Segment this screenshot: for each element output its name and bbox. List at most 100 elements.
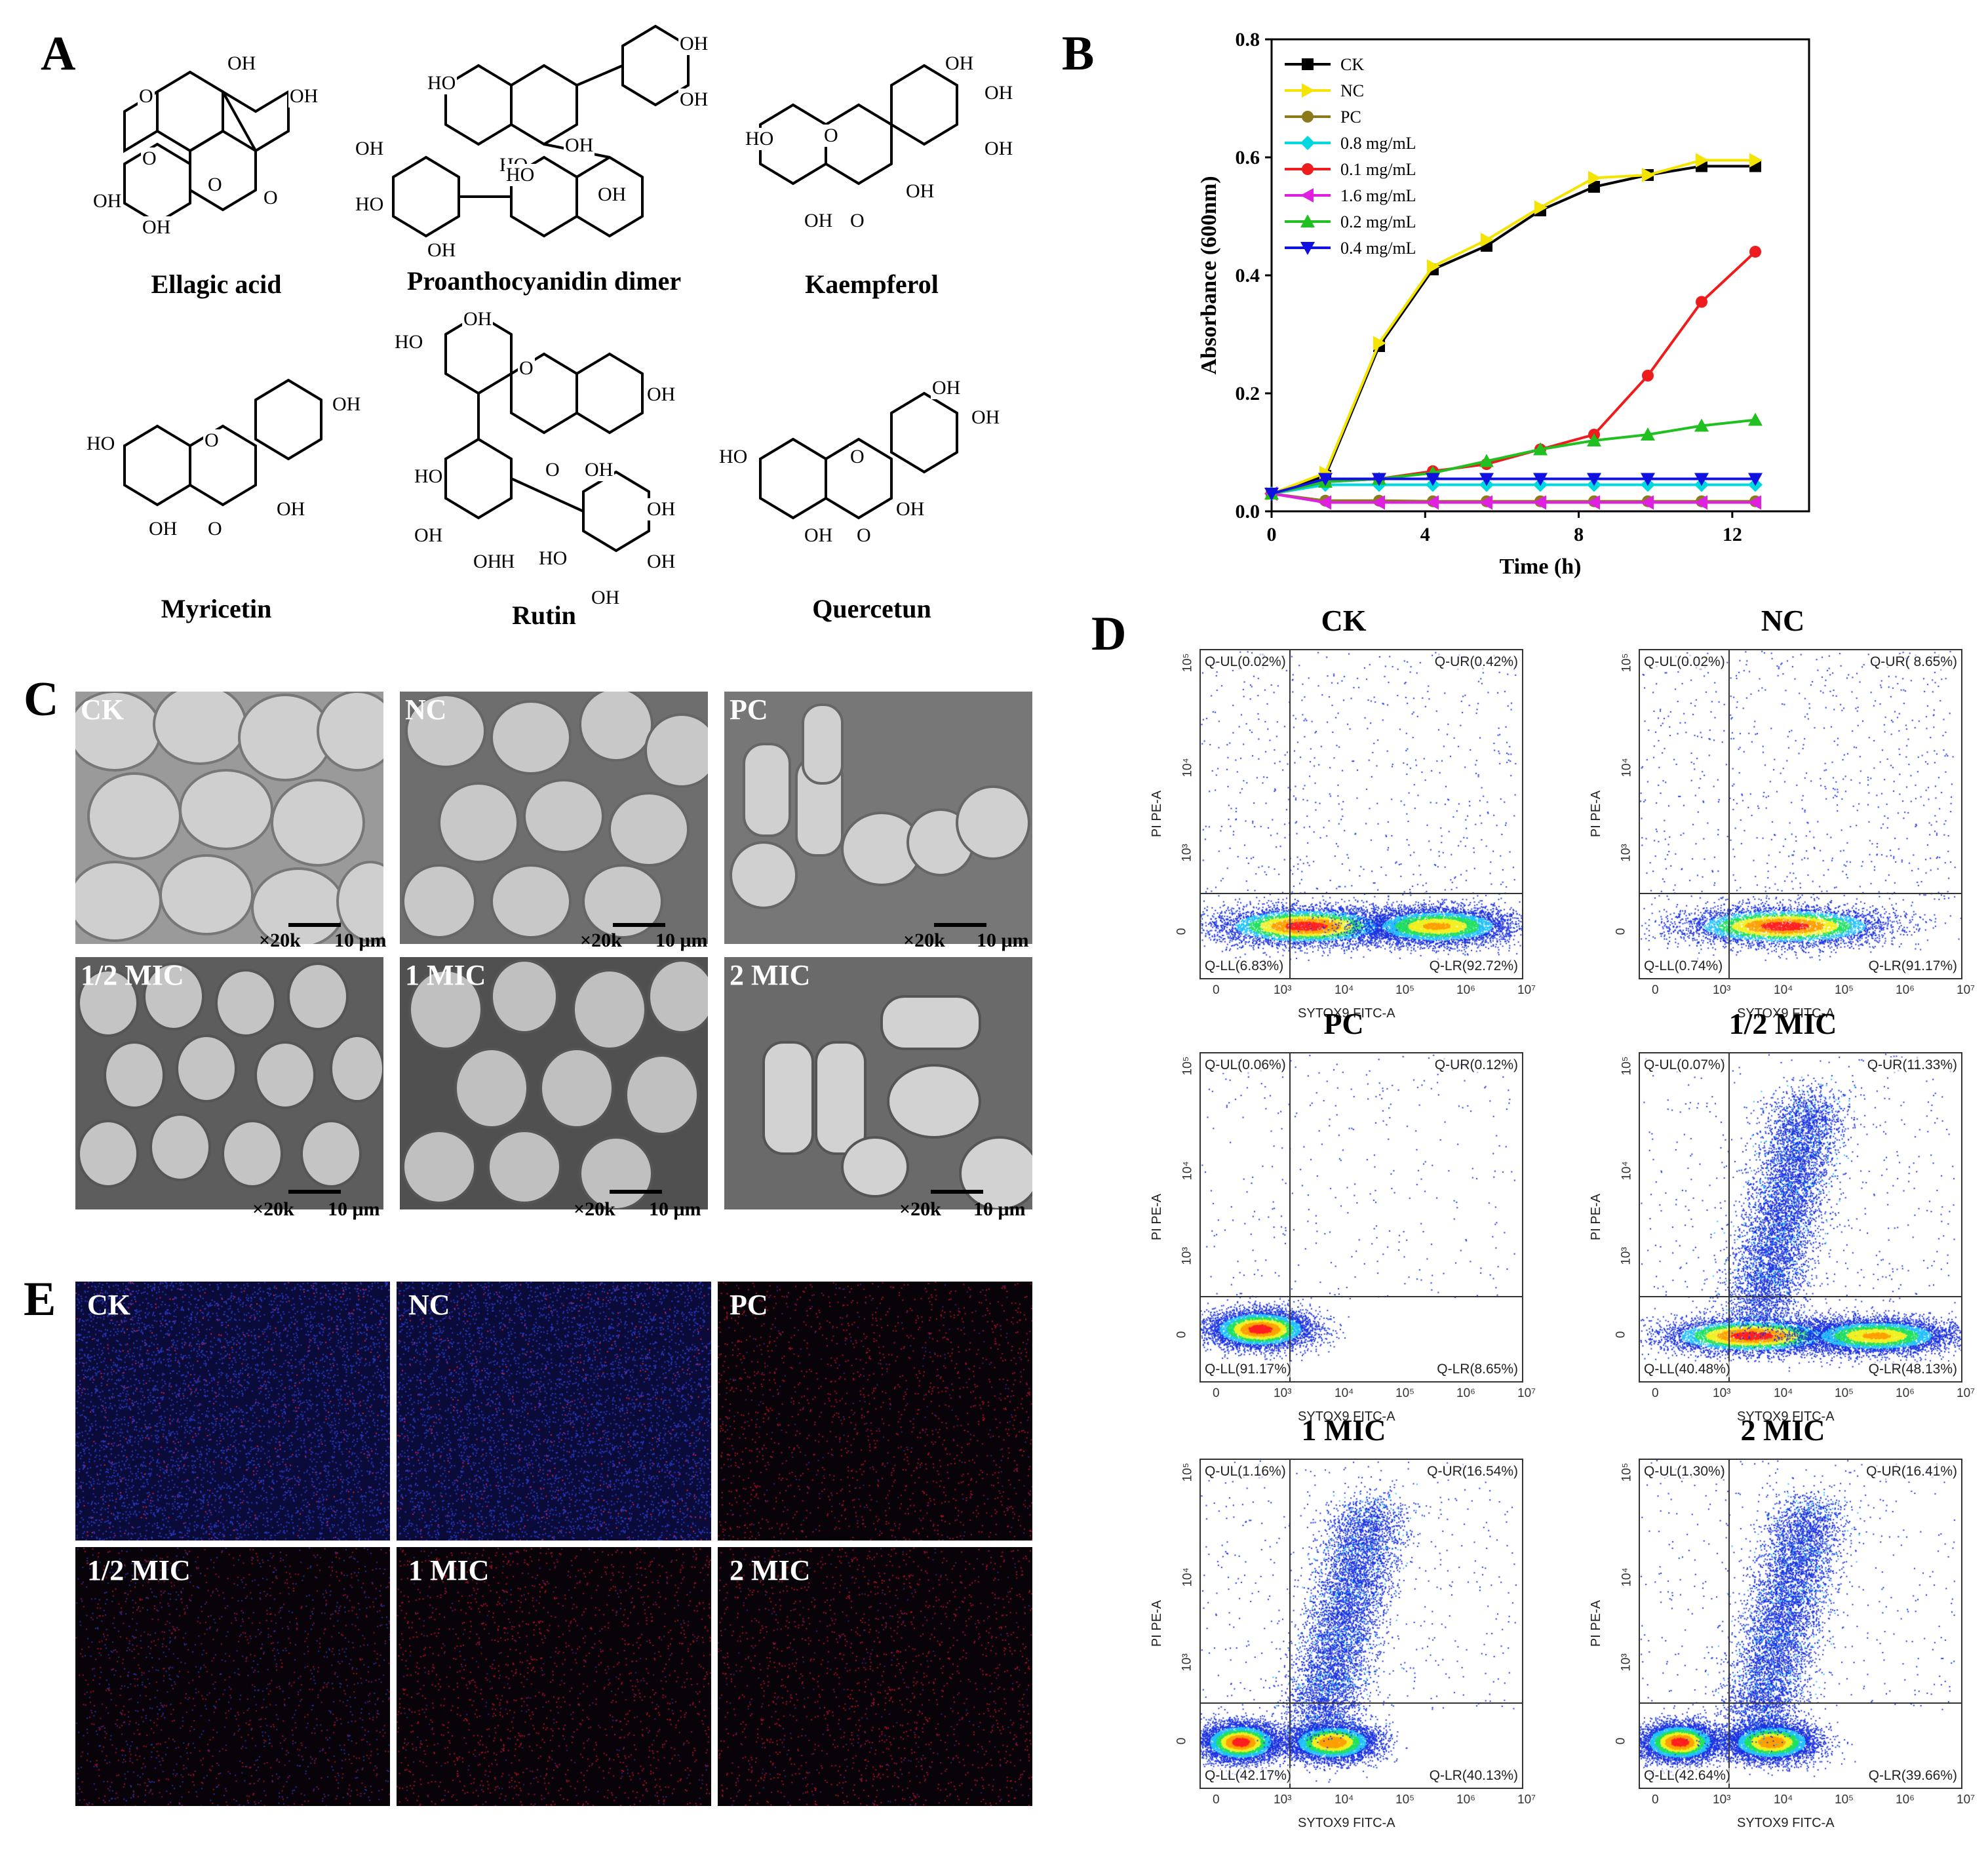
sem-mag-2-mic: ×20k [899,1198,941,1220]
atom-label: HO [537,547,569,570]
y-axis-label: PI PE-A [1150,790,1165,838]
flow-plot-area: Q-UL(0.02%) Q-UR( 8.65%) Q-LL(0.74%) Q-LR(9… [1639,649,1962,979]
atom-label: OH [147,518,179,540]
data-point [1426,495,1439,510]
atom-label: OH [970,406,1002,429]
x-tick-label: 0 [1652,1386,1659,1400]
scale-bar [288,923,341,927]
sem-texture [75,692,383,944]
panel-letter-c: C [24,673,59,726]
quadrant-label-ll: Q-LL(42.64%) [1644,1768,1730,1784]
data-point [1372,473,1386,486]
fluorescence-texture [718,1547,1032,1806]
x-tick-label: 0 [1213,1793,1220,1807]
data-point [1694,418,1709,432]
atom-label: O [849,446,866,468]
legend-marker [1300,136,1315,150]
atom-label: HO [393,331,425,353]
flow-plot: 2 MIC Q-UL(1.30%) Q-UR(16.41%) Q-LL(42.64%)… [1589,1413,1975,1865]
data-point [1748,495,1761,510]
x-tick-label: 0 [1652,1793,1659,1807]
data-point [1587,433,1601,446]
y-tick-label: 0.6 [1236,147,1260,168]
atom-label: OH [803,210,834,232]
y-tick-label: 0 [1614,1331,1628,1339]
molecule-name-proanthocyanidin: Proanthocyanidin dimer [406,266,682,296]
sem-scale-2-mic: 10 μm [973,1198,1026,1220]
flow-plot: 1 MIC Q-UL(1.16%) Q-UR(16.54%) Q-LL(42.17%)… [1150,1413,1536,1865]
atom-label: OH [983,138,1015,160]
data-point [1372,495,1385,510]
sem-image-ck: CK [75,692,383,944]
fluorescence-texture [75,1547,390,1806]
fluorescence-texture [397,1282,711,1541]
x-tick-label: 10³ [1713,1793,1731,1807]
myricetin-skeleton [123,378,322,507]
quadrant-label-ur: Q-UR(0.12%) [1434,1057,1518,1073]
legend-label: CK [1340,55,1364,74]
quercetun-skeleton [759,391,958,520]
atom-label: OH [803,524,834,547]
atom-label: OH [462,308,494,330]
data-point [1479,473,1494,486]
data-point [1481,233,1494,247]
quadrant-gate-horizontal [1201,893,1522,894]
quadrant-label-ll: Q-LL(91.17%) [1205,1362,1291,1377]
atom-label: OH [590,587,621,609]
y-tick-label: 0 [1614,928,1628,935]
proanthocyanidin-skeleton [392,24,690,238]
quadrant-label-ul: Q-UL(0.02%) [1205,654,1286,670]
x-tick-label: 10⁵ [1835,1793,1854,1807]
data-point [1587,495,1600,510]
fl-label-ck: CK [87,1289,130,1321]
sem-label-ck: CK [81,694,124,726]
atom-label: O [518,357,535,380]
x-tick-label: 10⁶ [1896,983,1915,997]
quadrant-gate-vertical [1289,1053,1291,1381]
panel-letter-e: E [24,1272,56,1326]
atom-label: OH [678,33,710,55]
legend-label: NC [1340,81,1364,100]
atom-label: O [544,459,561,481]
flow-plot: PC Q-UL(0.06%) Q-UR(0.12%) Q-LL(91.17%) Q-LR… [1150,1007,1536,1459]
atom-label: O [203,429,220,452]
scale-bar [613,923,665,927]
sem-label-pc: PC [730,694,768,726]
atom-label: O [849,210,866,232]
fluorescence-image-2-mic: 2 MIC [718,1547,1032,1806]
x-tick-label: 10⁵ [1395,1386,1415,1400]
x-tick-label: 10³ [1274,983,1292,997]
y-axis-label: PI PE-A [1150,1600,1165,1647]
data-point [1427,259,1440,274]
x-tick-label: 10⁷ [1517,1793,1536,1807]
atom-label: OH [331,393,362,416]
x-tick-label: 10⁶ [1896,1793,1915,1807]
quadrant-label-ll: Q-LL(6.83%) [1205,958,1284,974]
atom-label: OH [983,82,1015,104]
y-tick-label: 10⁵ [1620,653,1634,673]
fluorescence-texture [718,1282,1032,1541]
x-axis-label: SYTOX9 FITC-A [1298,1409,1395,1424]
flow-density-canvas [1640,1460,1961,1788]
legend-marker [1300,188,1314,203]
sem-mag-pc: ×20k [903,930,945,951]
quadrant-gate-vertical [1728,1460,1730,1788]
quadrant-label-lr: Q-LR(48.13%) [1868,1362,1957,1377]
atom-label: O [206,518,224,540]
sem-mag-ck: ×20k [259,930,301,951]
data-point [1479,454,1494,467]
atom-label: O [206,174,224,196]
data-point [1748,412,1763,426]
sem-texture [724,692,1032,944]
data-point [1641,427,1655,441]
y-tick-label: 10⁵ [1620,1056,1634,1076]
sem-image-nc: NC [400,692,708,944]
x-axis-label: SYTOX9 FITC-A [1737,1816,1835,1830]
atom-label: OH [472,551,503,573]
y-tick-label: 10⁴ [1620,758,1634,777]
x-tick-label: 10³ [1274,1793,1292,1807]
quadrant-label-ll: Q-LL(40.48%) [1644,1362,1730,1377]
flow-plot-area: Q-UL(0.06%) Q-UR(0.12%) Q-LL(91.17%) Q-LR(8… [1199,1052,1523,1383]
sem-image-2-mic: 2 MIC [724,957,1032,1209]
molecule-name-kaempferol: Kaempferol [805,269,939,299]
